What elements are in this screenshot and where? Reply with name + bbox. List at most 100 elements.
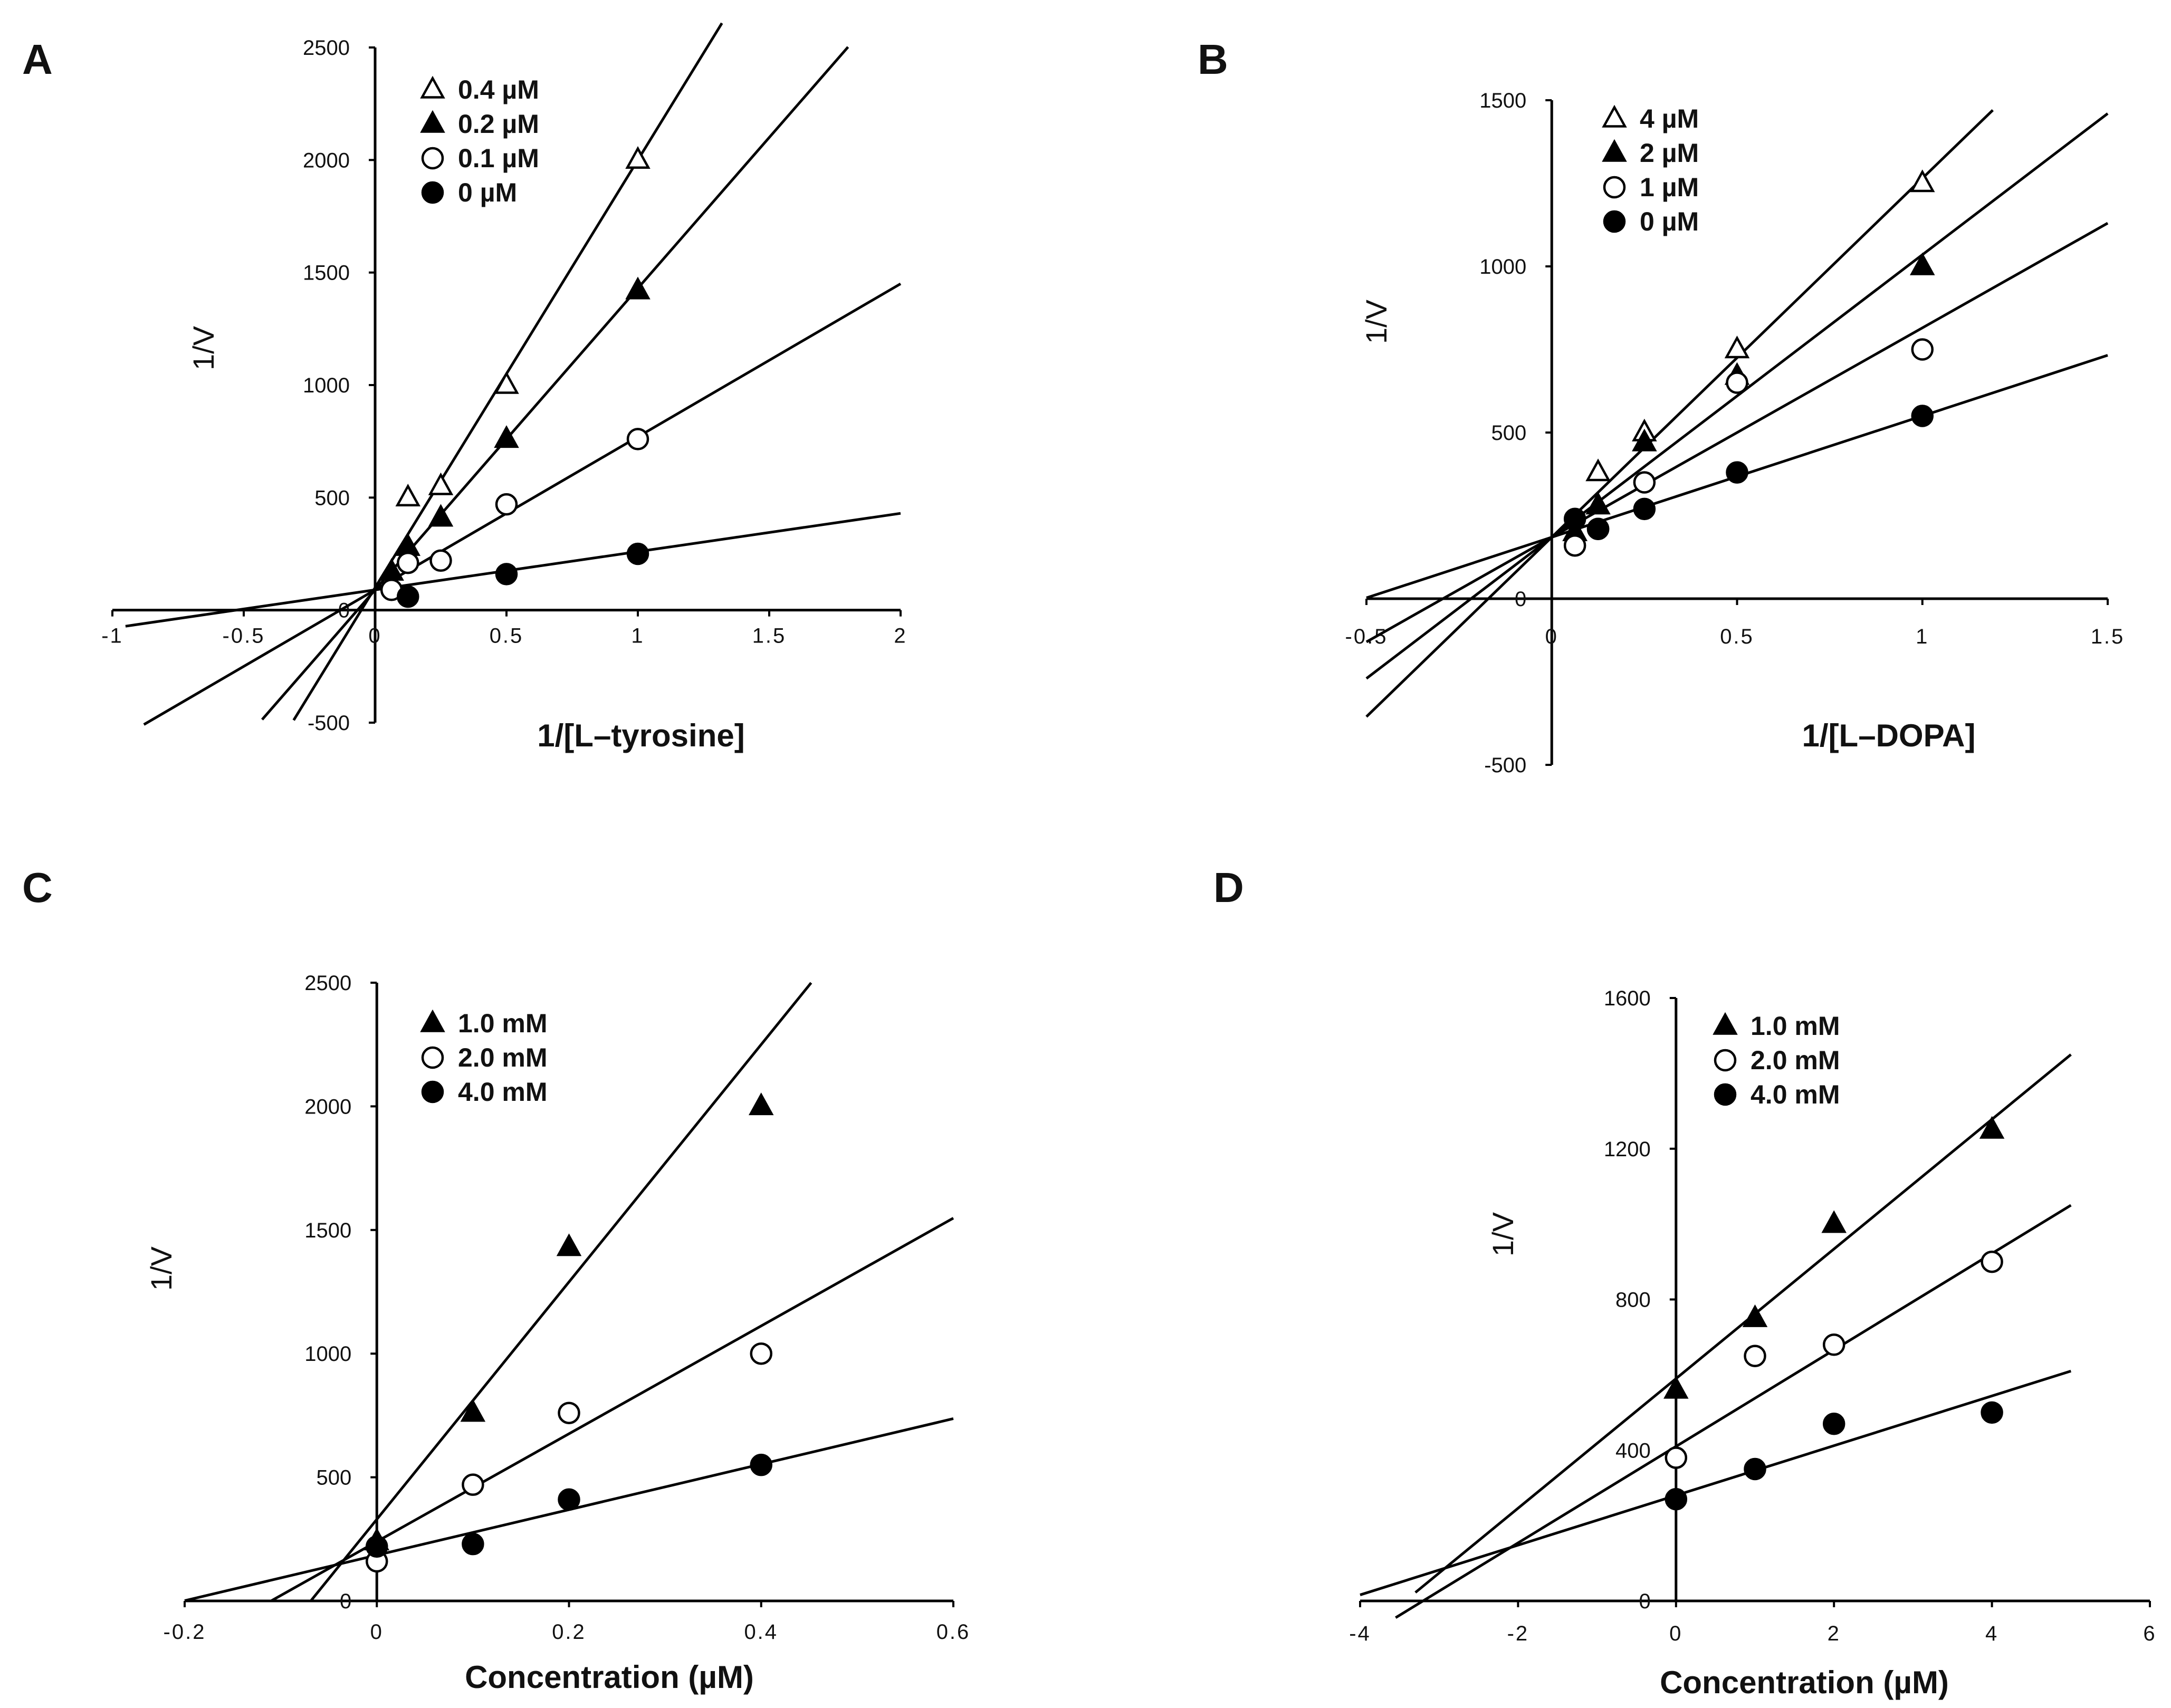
data-point: [1726, 371, 1748, 394]
data-point: [366, 1535, 388, 1558]
legend-marker: [1714, 1083, 1737, 1106]
y-tick-label: 2500: [304, 972, 351, 995]
x-tick-label: 0: [370, 1620, 384, 1644]
data-point: [558, 1488, 580, 1511]
y-tick-label: 0: [1515, 588, 1526, 611]
x-tick-label: 2: [1828, 1622, 1841, 1645]
y-tick-label: 500: [314, 486, 350, 510]
data-point: [429, 549, 452, 572]
chart-panel-a: -1 -0.5 0 0.5 1 1.5 2-500050010001500200025001…: [101, 22, 906, 753]
x-tick-label: 0.2: [552, 1620, 586, 1644]
data-point: [1724, 335, 1750, 359]
svg-text:D: D: [1213, 864, 1244, 911]
data-point: [1909, 169, 1935, 193]
x-tick-label: 0.6: [936, 1620, 971, 1644]
legend-label: 2.0 mM: [1751, 1045, 1840, 1075]
data-point: [1744, 1457, 1766, 1481]
legend-marker: [420, 110, 445, 133]
data-point: [625, 146, 651, 169]
data-point: [625, 276, 651, 300]
data-point: [1744, 1345, 1766, 1367]
legend-label: 0.2 µM: [458, 109, 539, 139]
data-point: [1821, 1210, 1847, 1233]
x-axis-title: Concentration (µM): [1660, 1665, 1949, 1700]
data-point: [397, 585, 419, 608]
x-tick-label: -0.5: [223, 625, 265, 648]
x-tick-label: -4: [1349, 1622, 1371, 1645]
fit-line: [1365, 222, 2109, 644]
data-point: [395, 484, 421, 507]
y-tick-label: 1000: [304, 1342, 351, 1366]
y-tick-label: 500: [317, 1466, 352, 1490]
data-point: [626, 542, 649, 565]
data-point: [428, 472, 454, 495]
fit-line: [1414, 1053, 2072, 1594]
legend-marker: [420, 1009, 445, 1032]
panel-c-label: C: [22, 864, 53, 911]
y-tick-label: 1500: [1479, 89, 1526, 112]
data-point: [1665, 1446, 1688, 1469]
y-axis-title: 1/V: [145, 1246, 178, 1291]
legend-marker: [420, 75, 445, 99]
y-tick-label: 2000: [303, 149, 350, 172]
y-tick-label: 1000: [303, 374, 350, 397]
y-tick-label: 1600: [1604, 987, 1651, 1010]
x-tick-label: -0.2: [164, 1620, 206, 1644]
legend-marker: [1603, 210, 1626, 233]
legend-label: 1 µM: [1640, 172, 1699, 202]
panel-b-label: B: [1198, 36, 1228, 83]
data-point: [1742, 1304, 1768, 1327]
data-point: [1979, 1116, 2005, 1139]
panel-a-label: A: [22, 36, 53, 83]
data-point: [750, 1342, 772, 1365]
fit-line: [270, 1217, 954, 1603]
data-point: [1981, 1250, 2003, 1273]
x-tick-label: -1: [101, 625, 123, 648]
legend-marker: [421, 147, 444, 170]
panel-d-label: D: [1213, 864, 1244, 911]
x-axis-title: 1/[L–DOPA]: [1802, 718, 1976, 753]
svg-text:C: C: [22, 864, 53, 911]
data-point: [1563, 534, 1586, 557]
data-point: [1633, 497, 1656, 521]
svg-text:A: A: [22, 36, 53, 83]
x-tick-label: 4: [1985, 1622, 1998, 1645]
legend-label: 4 µM: [1640, 104, 1699, 133]
data-point: [558, 1402, 580, 1424]
data-point: [397, 551, 419, 574]
legend-marker: [1602, 104, 1627, 128]
data-point: [1632, 428, 1657, 452]
y-tick-label: -500: [1484, 754, 1526, 777]
data-point: [1822, 1333, 1845, 1356]
y-tick-label: 0: [1639, 1590, 1651, 1613]
data-point: [1585, 492, 1611, 515]
svg-text:B: B: [1198, 36, 1228, 83]
data-point: [495, 563, 518, 586]
fit-line: [1365, 112, 2109, 680]
y-tick-label: -500: [308, 712, 350, 735]
data-point: [1911, 338, 1934, 361]
legend-label: 1.0 mM: [458, 1009, 548, 1038]
chart-panel-b: -0.5 0 0.5 1 1.5 -500 0 500 1000 1500 1/V 1/[L–DOPA…: [1345, 89, 2124, 777]
data-point: [556, 1233, 582, 1256]
data-point: [494, 425, 519, 448]
legend-marker: [421, 181, 444, 204]
x-tick-label: 0: [368, 625, 381, 648]
data-point: [1822, 1412, 1845, 1435]
data-point: [462, 1473, 484, 1496]
legend-marker: [1714, 1049, 1737, 1072]
fit-line: [292, 22, 723, 721]
x-axis-title: Concentration (µM): [465, 1659, 754, 1695]
legend-label: 0 µM: [1640, 207, 1699, 236]
y-tick-label: 1000: [1479, 255, 1526, 279]
y-axis-title: 1/V: [1360, 299, 1393, 344]
data-point: [1585, 458, 1611, 482]
y-tick-label: 1200: [1604, 1138, 1651, 1161]
fit-line: [143, 282, 902, 726]
legend-label: 4.0 mM: [1751, 1080, 1840, 1109]
legend-marker: [1602, 139, 1627, 162]
x-tick-label: -0.5: [1345, 625, 1388, 648]
data-point: [494, 371, 519, 394]
y-tick-label: 400: [1615, 1439, 1651, 1462]
data-point: [1663, 1376, 1689, 1399]
